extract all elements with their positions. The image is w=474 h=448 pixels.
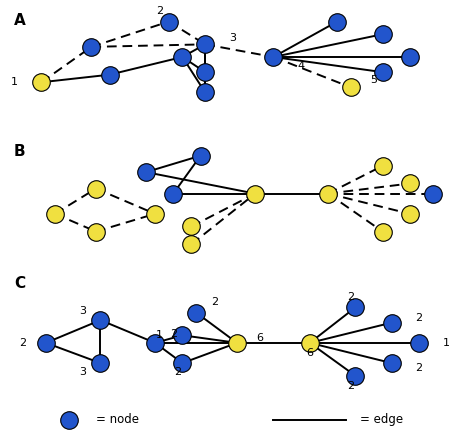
Point	[352, 304, 359, 311]
Point	[179, 359, 186, 366]
Point	[406, 210, 414, 217]
Text: 2: 2	[170, 329, 177, 339]
Point	[97, 317, 104, 324]
Point	[188, 241, 195, 248]
Point	[429, 190, 437, 197]
Text: 3: 3	[79, 367, 86, 377]
Text: 2: 2	[415, 313, 423, 323]
Text: 5: 5	[370, 75, 377, 85]
Text: C: C	[14, 276, 25, 291]
Text: 2: 2	[156, 6, 163, 17]
Point	[65, 416, 73, 423]
Point	[347, 84, 355, 91]
Point	[352, 372, 359, 379]
Text: A: A	[14, 13, 26, 28]
Point	[179, 332, 186, 339]
Point	[151, 210, 159, 217]
Point	[151, 339, 159, 346]
Point	[142, 168, 150, 176]
Point	[379, 30, 386, 38]
Point	[97, 359, 104, 366]
Point	[415, 339, 423, 346]
Text: 2: 2	[347, 381, 355, 391]
Text: 6: 6	[256, 333, 263, 343]
Point	[88, 43, 95, 51]
Point	[192, 309, 200, 316]
Text: 6: 6	[306, 348, 313, 358]
Text: 2: 2	[174, 367, 182, 377]
Text: 2: 2	[347, 293, 355, 302]
Point	[379, 162, 386, 169]
Text: 1: 1	[443, 338, 450, 348]
Text: 2: 2	[210, 297, 218, 307]
Point	[51, 210, 59, 217]
Point	[270, 53, 277, 60]
Text: 2: 2	[19, 338, 27, 348]
Text: = edge: = edge	[360, 413, 403, 426]
Point	[92, 185, 100, 192]
Point	[388, 319, 395, 326]
Point	[170, 190, 177, 197]
Text: 1: 1	[10, 77, 18, 87]
Point	[201, 41, 209, 48]
Point	[37, 79, 45, 86]
Text: 3: 3	[229, 33, 236, 43]
Point	[201, 89, 209, 96]
Text: 2: 2	[415, 363, 423, 373]
Point	[324, 190, 332, 197]
Point	[233, 339, 241, 346]
Point	[197, 152, 204, 159]
Point	[201, 69, 209, 76]
Point	[92, 228, 100, 235]
Point	[179, 53, 186, 60]
Text: 3: 3	[79, 306, 86, 316]
Point	[379, 69, 386, 76]
Text: 4: 4	[297, 61, 304, 71]
Point	[188, 223, 195, 230]
Point	[106, 71, 113, 78]
Text: B: B	[14, 144, 26, 159]
Point	[388, 359, 395, 366]
Text: 1: 1	[156, 330, 163, 340]
Point	[306, 339, 314, 346]
Point	[406, 180, 414, 187]
Point	[42, 339, 50, 346]
Text: = node: = node	[96, 413, 139, 426]
Point	[251, 190, 259, 197]
Point	[165, 18, 173, 25]
Point	[406, 53, 414, 60]
Point	[333, 18, 341, 25]
Point	[379, 228, 386, 235]
